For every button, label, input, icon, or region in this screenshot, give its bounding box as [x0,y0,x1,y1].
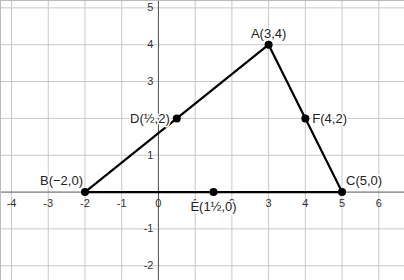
svg-text:3: 3 [147,75,153,87]
svg-text:A(3,4): A(3,4) [251,26,286,41]
svg-text:D(½,2): D(½,2) [130,111,170,126]
svg-text:-3: -3 [43,197,53,209]
svg-text:B(−2,0): B(−2,0) [40,173,83,188]
svg-text:-2: -2 [144,259,154,271]
svg-text:0: 0 [155,197,161,209]
svg-text:3: 3 [266,197,272,209]
svg-text:-4: -4 [7,197,17,209]
svg-text:5: 5 [339,197,345,209]
svg-text:C(5,0): C(5,0) [346,173,382,188]
svg-text:1: 1 [147,149,153,161]
svg-text:-1: -1 [144,222,154,234]
svg-text:4: 4 [302,197,308,209]
svg-text:E(1½,0): E(1½,0) [190,199,236,214]
svg-text:5: 5 [147,1,153,13]
svg-text:-1: -1 [117,197,127,209]
svg-text:F(4,2): F(4,2) [312,111,347,126]
svg-text:-2: -2 [80,197,90,209]
svg-text:6: 6 [376,197,382,209]
svg-text:4: 4 [147,38,153,50]
